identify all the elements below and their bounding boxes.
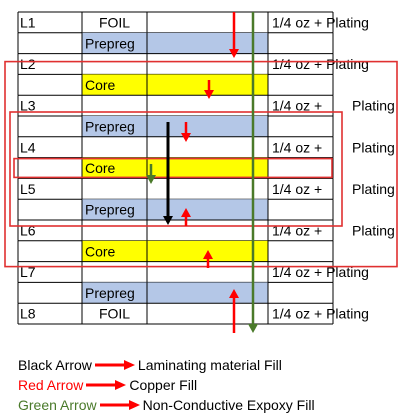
- outlines: [4, 60, 398, 268]
- copper-weight: 1/4 oz + Plating: [272, 264, 369, 280]
- legend-arrow-icon: [86, 380, 127, 390]
- copper-weight: 1/4 oz +: [272, 139, 322, 155]
- prepreg-fill: [82, 116, 268, 137]
- prepreg-fill: [82, 32, 268, 54]
- red-arrow-l5-head: [181, 208, 191, 217]
- stackup-diagram: L1 FOIL 1/4 oz + Plating Prepreg L2 1/4 oz + …: [4, 11, 398, 333]
- prepreg-label: Prepreg: [85, 119, 135, 135]
- red-arrow-l2-head: [204, 90, 214, 99]
- legend-arrow-name: Black Arrow: [18, 357, 92, 373]
- legend-arrow-icon: [94, 360, 135, 370]
- legend: Black Arrow Laminating material Fill Red A…: [18, 355, 398, 415]
- layer-label: L7: [20, 264, 36, 280]
- green-arrow-l4-head: [146, 175, 156, 184]
- red-arrow-l8-head: [229, 289, 239, 298]
- stackup-rows: L1 FOIL 1/4 oz + Plating Prepreg L2 1/4 oz + …: [17, 11, 395, 325]
- core-label: Core: [85, 243, 116, 259]
- red-arrow-l8: [229, 289, 239, 333]
- legend-item: Green Arrow Non-Conductive Expoxy Fill: [18, 395, 398, 415]
- prepreg-label: Prepreg: [85, 285, 135, 301]
- plating-label: Plating: [352, 181, 395, 197]
- red-arrow-l1-head: [229, 49, 239, 58]
- core-fill: [82, 157, 268, 179]
- stack-row-prepreg: Prepreg: [17, 282, 334, 304]
- black-arrow-l3-l5: [163, 122, 173, 225]
- layer-material: FOIL: [99, 306, 130, 322]
- legend-arrow-icon: [99, 400, 140, 410]
- copper-weight: 1/4 oz + Plating: [272, 15, 369, 31]
- green-arrow-through-head: [248, 324, 258, 333]
- layer-label: L6: [20, 223, 36, 239]
- legend-arrow-name: Red Arrow: [18, 377, 84, 393]
- plating-label: Plating: [352, 223, 395, 239]
- copper-weight: 1/4 oz + Plating: [272, 56, 369, 72]
- copper-weight: 1/4 oz +: [272, 181, 322, 197]
- copper-weight: 1/4 oz +: [272, 98, 322, 114]
- stack-row-core: Core: [17, 74, 334, 96]
- layer-label: L1: [20, 15, 36, 31]
- stack-row-core: Core: [17, 157, 334, 179]
- stack-row-prepreg: Prepreg: [17, 199, 334, 221]
- plating-label: Plating: [352, 98, 395, 114]
- stack-row-layer: L5 1/4 oz + Plating: [17, 178, 395, 200]
- core-fill: [82, 240, 268, 262]
- fill-arrows: [146, 12, 258, 333]
- layer-label: L5: [20, 181, 36, 197]
- stack-row-layer: L1 FOIL 1/4 oz + Plating: [17, 12, 369, 34]
- red-arrow-l6-head: [203, 250, 213, 259]
- legend-meaning: Laminating material Fill: [137, 357, 282, 373]
- red-arrow-l2: [204, 80, 214, 99]
- red-arrow-l3: [181, 122, 191, 142]
- layer-label: L4: [20, 139, 36, 155]
- green-arrow-l4: [146, 164, 156, 184]
- outline-l2-l7: [4, 60, 398, 268]
- layer-label: L3: [20, 98, 36, 114]
- stack-row-prepreg: Prepreg: [17, 32, 334, 55]
- stack-row-layer: L3 1/4 oz + Plating: [17, 95, 395, 117]
- outline-l4-l5: [13, 157, 333, 179]
- green-arrow-through: [248, 12, 258, 333]
- stack-row-core: Core: [17, 240, 334, 263]
- stack-row-layer: L7 1/4 oz + Plating: [17, 261, 369, 283]
- outline-l3-l6: [9, 111, 343, 227]
- copper-weight: 1/4 oz + Plating: [272, 306, 369, 322]
- prepreg-label: Prepreg: [85, 202, 135, 218]
- prepreg-fill: [82, 282, 268, 304]
- red-arrow-l6: [203, 250, 213, 268]
- plating-label: Plating: [352, 139, 395, 155]
- legend-meaning: Non-Conductive Expoxy Fill: [142, 397, 315, 413]
- legend-meaning: Copper Fill: [129, 377, 198, 393]
- legend-item: Black Arrow Laminating material Fill: [18, 355, 398, 375]
- stack-row-layer: L8 FOIL 1/4 oz + Plating: [17, 303, 369, 325]
- core-label: Core: [85, 77, 116, 93]
- prepreg-fill: [82, 199, 268, 220]
- legend-arrow-name: Green Arrow: [18, 397, 97, 413]
- core-label: Core: [85, 160, 116, 176]
- red-arrow-l1: [229, 12, 239, 58]
- layer-material: FOIL: [99, 15, 130, 31]
- stack-row-layer: L2 1/4 oz + Plating: [17, 53, 369, 75]
- legend-item: Red Arrow Copper Fill: [18, 375, 398, 395]
- layer-label: L2: [20, 56, 36, 72]
- copper-weight: 1/4 oz +: [272, 223, 322, 239]
- black-arrow-l3-l5-head: [163, 216, 173, 225]
- stack-row-prepreg: Prepreg: [17, 116, 334, 138]
- core-fill: [82, 74, 268, 96]
- layer-label: L8: [20, 306, 36, 322]
- red-arrow-l3-head: [181, 133, 191, 142]
- prepreg-label: Prepreg: [85, 35, 135, 51]
- stack-row-layer: L4 1/4 oz + Plating: [17, 136, 395, 159]
- stack-row-layer: L6 1/4 oz + Plating: [17, 220, 395, 242]
- red-arrow-l5: [181, 208, 191, 226]
